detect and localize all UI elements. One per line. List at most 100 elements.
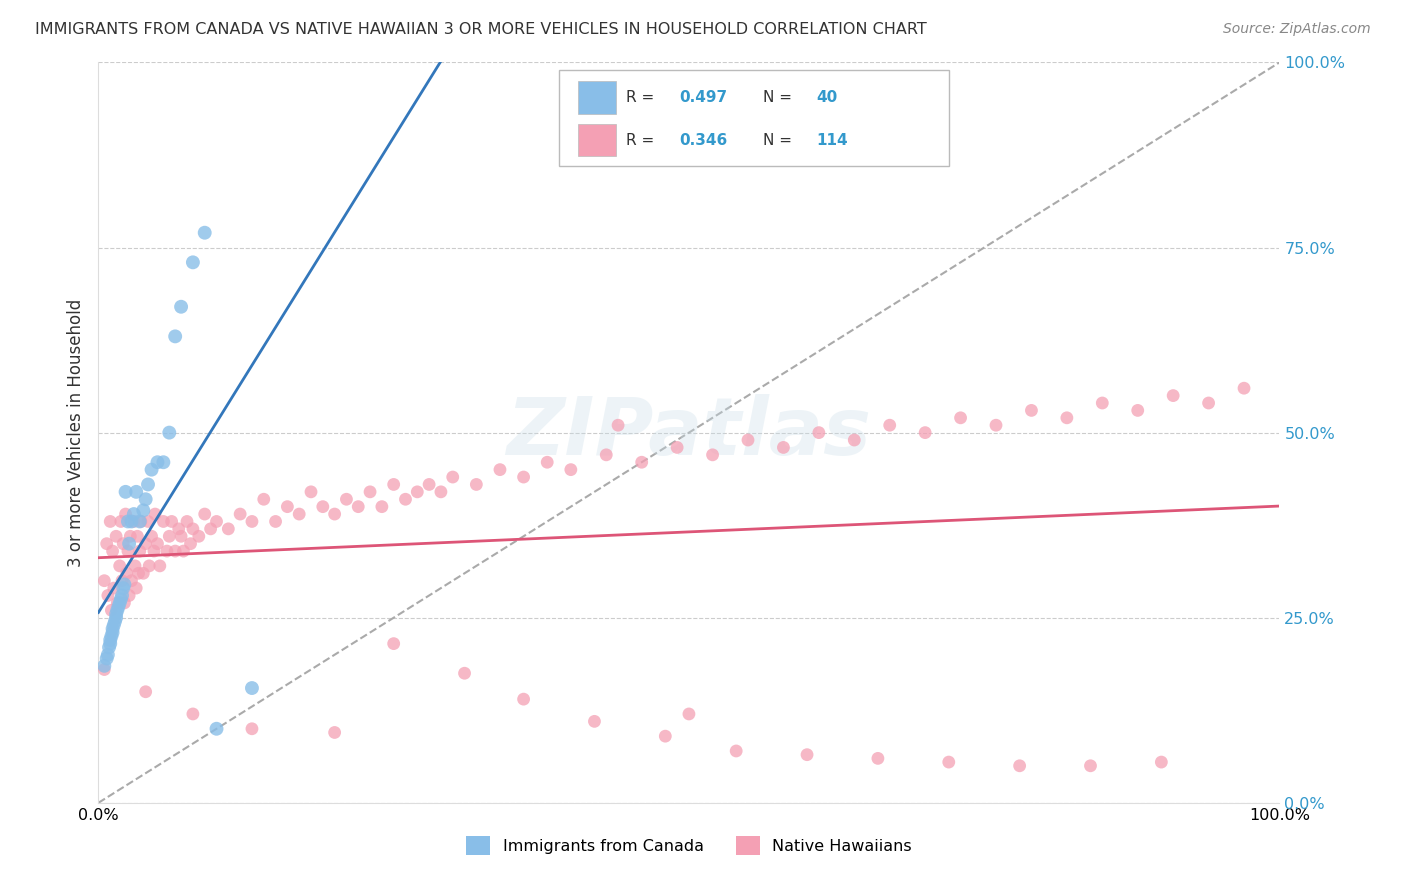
- Point: [100, 629, 122, 643]
- Point: [112, 581, 135, 595]
- Point: [157, 529, 180, 543]
- Point: [512, 692, 534, 706]
- Text: R =: R =: [626, 90, 659, 104]
- Point: [136, 515, 159, 529]
- Point: [125, 581, 148, 595]
- Point: [105, 610, 128, 624]
- Point: [110, 592, 132, 607]
- Point: [107, 599, 129, 614]
- Point: [118, 536, 141, 550]
- Point: [156, 544, 179, 558]
- Point: [205, 722, 228, 736]
- Point: [135, 685, 157, 699]
- Point: [122, 507, 145, 521]
- Point: [128, 515, 150, 529]
- Point: [984, 418, 1007, 433]
- Point: [217, 522, 239, 536]
- Point: [240, 681, 263, 695]
- Point: [737, 433, 759, 447]
- Text: 0.497: 0.497: [679, 90, 728, 104]
- Point: [104, 615, 127, 629]
- Point: [121, 515, 143, 529]
- Point: [323, 507, 346, 521]
- Point: [152, 515, 174, 529]
- Point: [1198, 396, 1220, 410]
- Point: [117, 544, 139, 558]
- Point: [1091, 396, 1114, 410]
- FancyBboxPatch shape: [578, 81, 616, 113]
- Point: [101, 625, 124, 640]
- Point: [111, 574, 134, 588]
- Point: [607, 418, 630, 433]
- Point: [1056, 410, 1078, 425]
- Point: [172, 544, 194, 558]
- Point: [97, 648, 120, 662]
- Point: [181, 706, 204, 721]
- Point: [1150, 755, 1173, 769]
- Point: [323, 725, 346, 739]
- Point: [141, 462, 163, 476]
- Point: [229, 507, 252, 521]
- Point: [101, 622, 124, 636]
- Point: [120, 529, 142, 543]
- Point: [143, 507, 166, 521]
- Point: [418, 477, 440, 491]
- Point: [105, 596, 128, 610]
- Point: [124, 558, 146, 573]
- Point: [1161, 388, 1184, 402]
- Point: [253, 492, 276, 507]
- Point: [129, 515, 152, 529]
- Point: [489, 462, 512, 476]
- Point: [536, 455, 558, 469]
- Point: [135, 536, 157, 550]
- Point: [772, 441, 794, 455]
- Point: [796, 747, 818, 762]
- Point: [98, 637, 121, 651]
- Point: [108, 596, 131, 610]
- Point: [1126, 403, 1149, 417]
- Point: [101, 544, 124, 558]
- Point: [98, 640, 121, 655]
- Point: [111, 589, 134, 603]
- Point: [97, 589, 120, 603]
- Text: 40: 40: [817, 90, 838, 104]
- Point: [142, 544, 165, 558]
- Point: [949, 410, 972, 425]
- Point: [128, 566, 150, 581]
- Point: [240, 515, 263, 529]
- Point: [187, 529, 209, 543]
- Point: [115, 566, 138, 581]
- Point: [165, 329, 187, 343]
- Point: [181, 255, 204, 269]
- Point: [453, 666, 475, 681]
- Point: [112, 536, 135, 550]
- Point: [560, 462, 582, 476]
- Point: [382, 477, 405, 491]
- Point: [114, 484, 136, 499]
- Point: [98, 632, 121, 647]
- Point: [194, 226, 217, 240]
- Point: [583, 714, 606, 729]
- Point: [200, 522, 222, 536]
- Point: [118, 589, 141, 603]
- Point: [938, 755, 960, 769]
- Point: [165, 544, 187, 558]
- Point: [382, 637, 405, 651]
- Point: [678, 706, 700, 721]
- Point: [1008, 758, 1031, 772]
- Point: [135, 492, 157, 507]
- Point: [441, 470, 464, 484]
- Point: [141, 529, 163, 543]
- Point: [430, 484, 453, 499]
- Point: [630, 455, 652, 469]
- Y-axis label: 3 or more Vehicles in Household: 3 or more Vehicles in Household: [66, 299, 84, 566]
- Point: [725, 744, 748, 758]
- Point: [93, 574, 115, 588]
- Point: [100, 603, 122, 617]
- Point: [335, 492, 357, 507]
- Point: [128, 544, 150, 558]
- Point: [146, 455, 169, 469]
- Point: [93, 663, 115, 677]
- Point: [654, 729, 676, 743]
- Point: [93, 658, 115, 673]
